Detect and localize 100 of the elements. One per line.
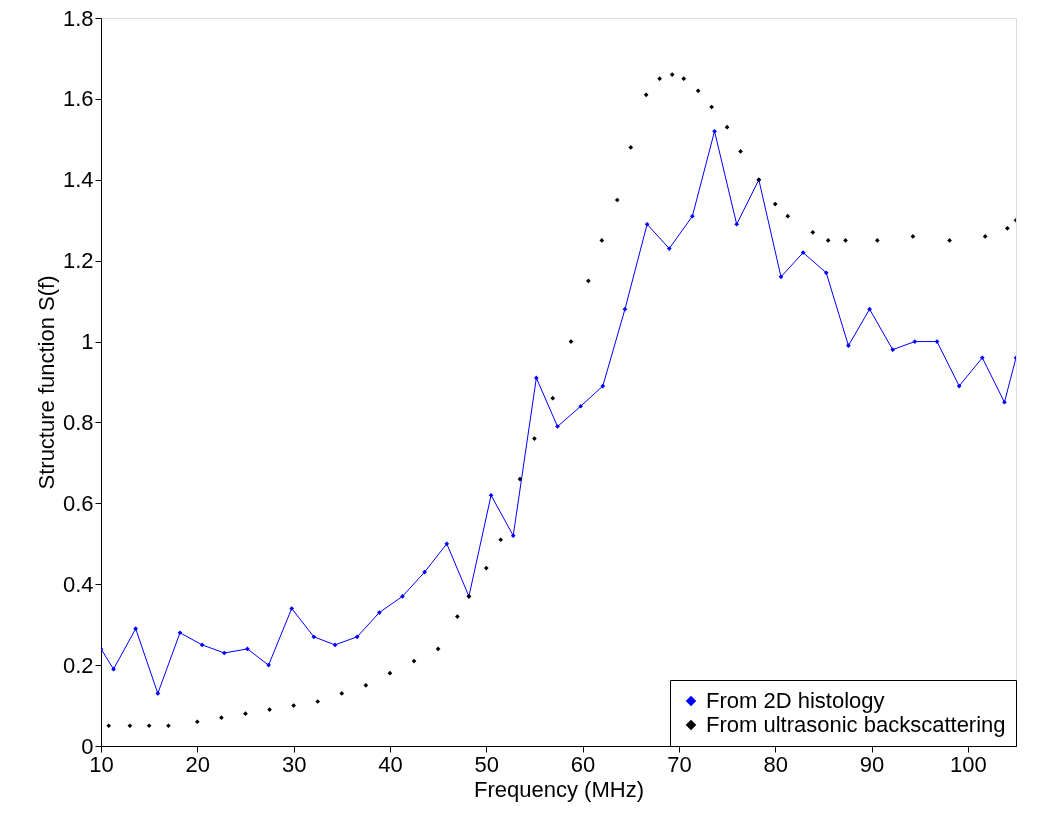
point [622, 306, 628, 312]
point [586, 278, 591, 284]
point [825, 238, 831, 243]
y-tick-label: 0 [81, 733, 94, 759]
point [778, 274, 784, 280]
x-tick-label: 40 [378, 751, 403, 777]
y-tick-label: 1.2 [62, 248, 94, 274]
point [712, 128, 717, 134]
point [1002, 399, 1007, 405]
point [912, 339, 918, 344]
point [266, 662, 271, 668]
x-tick-label: 80 [763, 751, 788, 777]
y-tick-label: 1 [81, 329, 94, 355]
point [628, 145, 634, 150]
x-tick-label: 70 [667, 751, 692, 777]
y-tick-label: 0.8 [62, 409, 94, 435]
point [643, 92, 649, 98]
point [956, 383, 962, 389]
point [734, 221, 740, 227]
point [709, 104, 714, 110]
point [199, 642, 205, 648]
point [315, 699, 321, 704]
point [221, 650, 227, 656]
point [1004, 225, 1010, 231]
x-tick-label: 100 [949, 751, 987, 777]
point [843, 238, 848, 243]
point [657, 76, 662, 82]
point [800, 250, 806, 255]
point [823, 270, 829, 276]
point [695, 88, 701, 94]
point [177, 630, 183, 636]
point [947, 238, 952, 243]
legend-label: From 2D histology [706, 688, 885, 713]
point [810, 230, 816, 235]
y-tick-label: 1.4 [62, 167, 94, 193]
point [681, 76, 687, 82]
point [146, 723, 152, 729]
legend-label: From ultrasonic backscattering [706, 712, 1006, 737]
point [245, 646, 250, 652]
point [724, 124, 730, 130]
point [488, 492, 494, 498]
point [600, 383, 606, 389]
point [387, 670, 393, 676]
point [444, 541, 450, 547]
point [332, 642, 338, 648]
point [890, 347, 896, 352]
point [517, 476, 523, 482]
point [243, 711, 248, 716]
x-tick-label: 30 [281, 751, 307, 777]
point [166, 723, 171, 729]
y-axis-title: Structure function S(f) [33, 275, 59, 490]
x-axis-title: Frequency (MHz) [474, 776, 644, 802]
point [979, 355, 985, 361]
point [311, 634, 317, 640]
point [411, 658, 417, 664]
point [614, 197, 620, 203]
point [910, 234, 916, 239]
point [534, 375, 539, 381]
point [666, 246, 672, 251]
point [422, 569, 427, 575]
point [578, 403, 583, 409]
y-tick-label: 1.8 [62, 5, 94, 31]
point [644, 221, 650, 227]
point [510, 533, 516, 539]
point [339, 691, 345, 696]
point [867, 306, 872, 312]
x-tick-label: 90 [859, 751, 885, 777]
point [874, 238, 880, 243]
point [455, 614, 460, 619]
point [111, 666, 116, 672]
point [785, 213, 791, 219]
point [291, 703, 296, 708]
point [846, 343, 851, 348]
point [555, 424, 560, 429]
point [483, 565, 489, 571]
point [738, 149, 743, 154]
point [377, 610, 382, 615]
point [599, 238, 605, 243]
point [155, 691, 161, 696]
y-tick-label: 1.6 [62, 86, 94, 112]
x-tick-label: 50 [474, 751, 500, 777]
y-tick-label: 0.2 [62, 652, 94, 678]
point [219, 715, 224, 721]
point [133, 626, 139, 632]
point [363, 682, 369, 688]
point [267, 707, 272, 712]
point [435, 646, 441, 652]
y-tick-label: 0.4 [62, 571, 94, 597]
point [194, 719, 200, 725]
y-tick-label: 0.6 [62, 490, 94, 516]
point [400, 594, 405, 599]
point [106, 723, 112, 729]
x-tick-label: 20 [185, 751, 211, 777]
point [690, 213, 695, 219]
x-tick-label: 60 [570, 751, 596, 777]
point [982, 234, 988, 239]
point [772, 201, 778, 207]
point [127, 723, 133, 729]
point [669, 72, 675, 77]
point [498, 537, 504, 543]
